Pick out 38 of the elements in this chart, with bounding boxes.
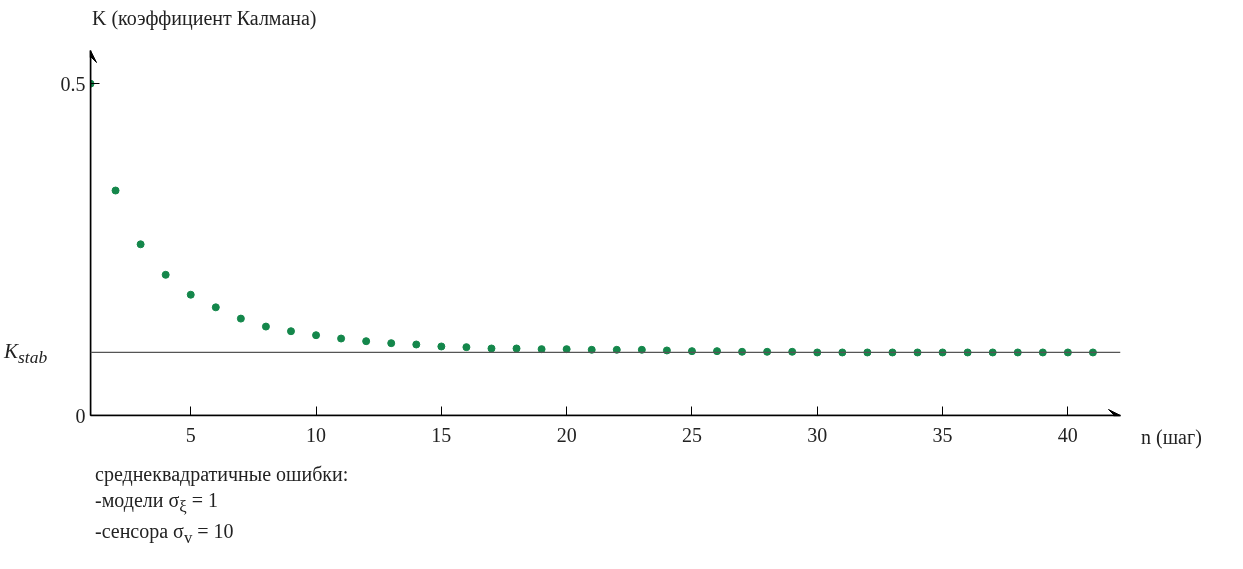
y-axis-title: K (коэффициент Калмана) [92,6,317,31]
point [637,345,646,354]
point [136,240,145,249]
point [236,314,245,323]
point [111,186,120,195]
point [211,303,220,312]
point [587,345,596,354]
point [161,270,170,279]
point [261,322,270,331]
y-tick-label: 0 [75,404,86,427]
point [186,290,195,299]
point [487,344,496,353]
point [362,337,371,346]
point [537,345,546,354]
point [562,345,571,354]
point [437,342,446,351]
point [512,344,521,353]
point [286,327,295,336]
point [337,334,346,343]
x-tick-label: 20 [556,423,577,446]
text: среднеквадратичные ошибки: [95,463,349,485]
x-tick-label: 25 [681,423,702,446]
x-tick-label: 5 [185,423,196,446]
point [612,345,621,354]
point [412,340,421,349]
point [387,339,396,348]
ref-line-label: K$_{stab}$ [4,339,48,368]
x-tick-label: 10 [306,423,327,446]
x-tick-label: 40 [1057,423,1078,446]
x-axis-title: n (шаг) [1141,425,1202,451]
x-tick-label: 35 [932,423,953,446]
point [312,331,321,340]
point [462,343,471,352]
x-tick-label: 15 [431,423,452,446]
text: -сенсора σ$_{v}$ = 10 [95,519,234,547]
text: -модели σ$_{ξ}$ = 1 [95,489,218,516]
x-tick-label: 30 [807,423,828,446]
y-tick-label: 0.5 [60,72,86,95]
